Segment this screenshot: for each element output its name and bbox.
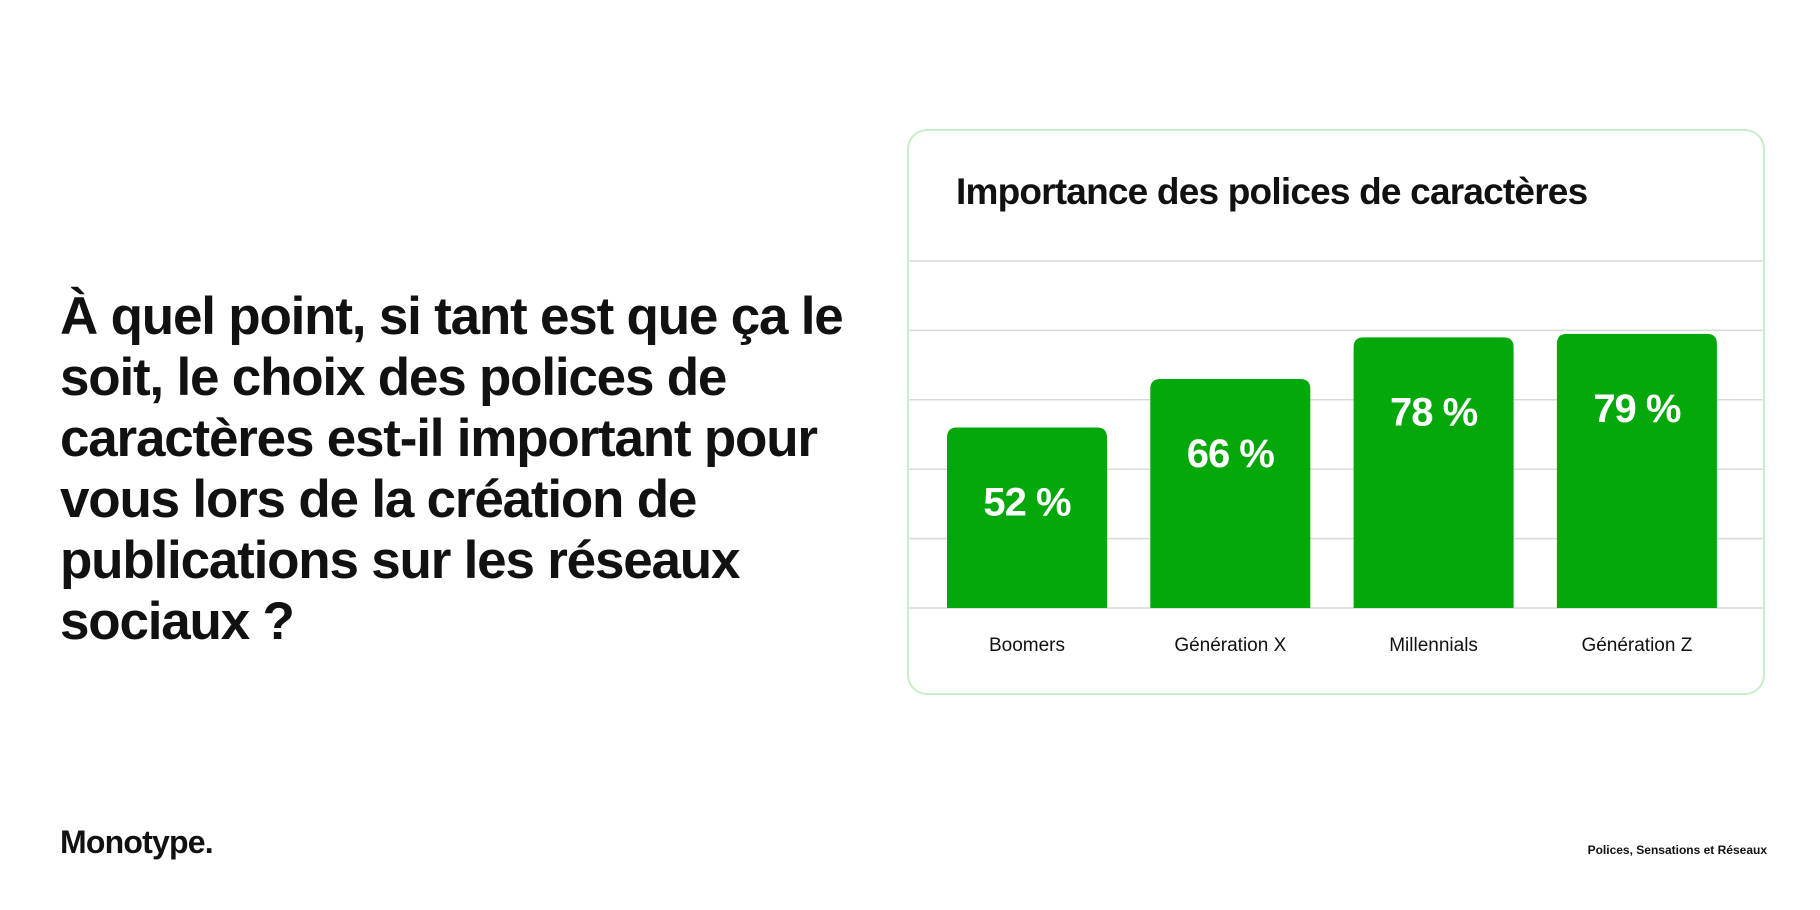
bar-g-n-ration-x [1150, 378, 1311, 608]
bar-data-label: 78 % [1390, 390, 1478, 434]
footer-note: Polices, Sensations et Réseaux [1587, 843, 1767, 857]
category-label: Génération Z [1581, 635, 1692, 656]
bar-g-n-ration-z [1556, 333, 1717, 608]
question-heading: À quel point, si tant est que ça le soit… [60, 287, 844, 651]
monotype-logo: Monotype. [60, 824, 214, 860]
category-label: Boomers [989, 635, 1065, 656]
chart-title: Importance des polices de caractères [956, 171, 1588, 212]
bar-data-label: 52 % [983, 481, 1071, 525]
bar-chart: 52 % Boomers 66 % Génération X 78 % Millennia… [909, 260, 1763, 656]
bar-millennials [1353, 337, 1514, 608]
bar-boomers [947, 427, 1107, 608]
chart-card: Importance des polices de caractères 52 … [907, 129, 1765, 695]
bar-data-label: 79 % [1593, 387, 1681, 431]
bar-data-label: 66 % [1187, 432, 1275, 476]
category-label: Génération X [1174, 635, 1286, 656]
category-label: Millennials [1389, 635, 1478, 656]
